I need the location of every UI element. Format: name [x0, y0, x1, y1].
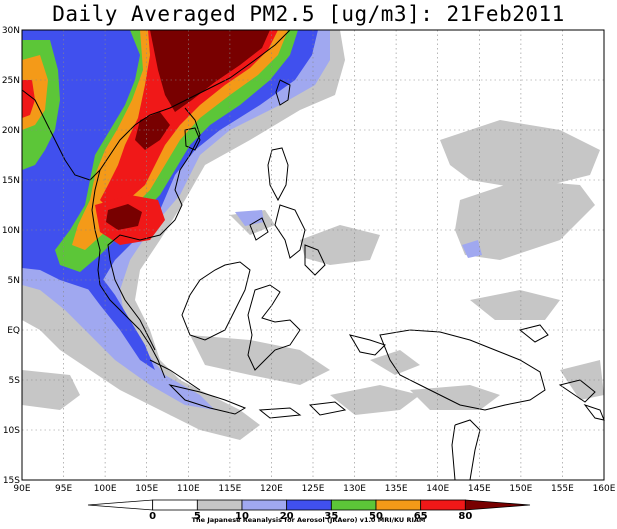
colorbar-segment — [375, 499, 422, 511]
lat-tick-label: 20N — [2, 126, 20, 136]
lon-tick-label: 145E — [468, 484, 491, 494]
lon-tick-label: 95E — [55, 484, 72, 494]
colorbar-level-label: 50 — [369, 511, 383, 522]
lat-tick-label: 15S — [3, 476, 20, 486]
lat-tick-label: EQ — [7, 326, 20, 336]
lon-tick-label: 125E — [302, 484, 325, 494]
colorbar-level-label: 65 — [414, 511, 428, 522]
lon-tick-label: 155E — [551, 484, 574, 494]
lat-tick-label: 5S — [9, 376, 21, 386]
lon-tick-label: 135E — [385, 484, 408, 494]
colorbar-level-label: 20 — [280, 511, 294, 522]
longitude-tick-labels: 90E 95E 100E 105E 110E 115E 120E 125E 130E 135E 14… — [13, 484, 615, 494]
lat-tick-label: 10S — [3, 426, 20, 436]
dark-red-region — [106, 30, 270, 230]
lon-tick-label: 140E — [426, 484, 449, 494]
colorbar-segment — [330, 499, 377, 511]
lon-tick-label: 100E — [94, 484, 117, 494]
lon-tick-label: 105E — [135, 484, 158, 494]
map-title: Daily Averaged PM2.5 [ug/m3]: 21Feb2011 — [52, 2, 565, 26]
colorbar-segment — [241, 499, 288, 511]
colorbar-segment — [420, 499, 466, 511]
colorbar-level-label: 35 — [324, 511, 338, 522]
lon-tick-label: 130E — [343, 484, 366, 494]
colorbar-segment — [196, 499, 243, 511]
colorbar-segment — [286, 499, 332, 511]
lon-tick-label: 150E — [509, 484, 532, 494]
lat-tick-label: 25N — [2, 76, 20, 86]
latitude-tick-labels: 30N 25N 20N 15N 10N 5N EQ 5S 10S 15S — [2, 26, 20, 486]
grid-lines — [22, 30, 604, 480]
colorbar-segment — [152, 499, 198, 511]
lon-tick-label: 110E — [177, 484, 200, 494]
colorbar-segment — [87, 499, 154, 511]
plot-area — [21, 29, 605, 481]
lon-tick-label: 120E — [260, 484, 283, 494]
colorbar-level-label: 80 — [458, 511, 472, 522]
lat-tick-label: 30N — [2, 26, 20, 36]
lat-tick-label: 10N — [2, 226, 20, 236]
colorbar-level-label: 10 — [235, 511, 249, 522]
coastlines — [21, 29, 605, 481]
credit-text: The Japanese Reanalysis for Aerosol (JRA… — [191, 516, 426, 524]
lon-tick-label: 90E — [13, 484, 30, 494]
lon-tick-label: 160E — [593, 484, 616, 494]
lat-tick-label: 15N — [2, 176, 20, 186]
colorbar-level-label: 0 — [149, 511, 156, 522]
colorbar-segment — [464, 499, 531, 511]
colorbar-level-label: 5 — [194, 511, 201, 522]
colorbar: 0 5 10 20 35 50 65 80 — [87, 499, 531, 522]
lon-tick-label: 115E — [218, 484, 241, 494]
lat-tick-label: 5N — [8, 276, 20, 286]
